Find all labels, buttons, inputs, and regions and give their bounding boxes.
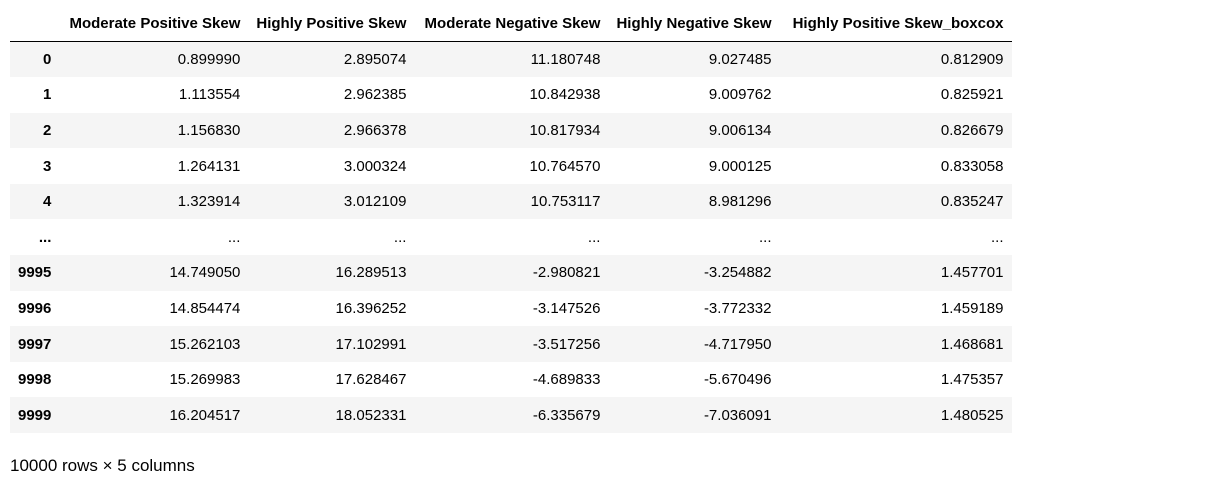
- table-cell: 17.102991: [335, 335, 407, 353]
- column-header-moderate-negative-skew: Moderate Negative Skew: [414, 5, 609, 42]
- table-cell: ...: [587, 228, 601, 246]
- table-row: 1 1.113554 2.962385 10.842938 9.009762 0…: [10, 77, 1012, 113]
- table-cell: 17.628467: [335, 371, 407, 389]
- index-header-cell: [10, 5, 60, 42]
- dataframe-table: Moderate Positive Skew Highly Positive S…: [10, 5, 1012, 434]
- table-cell: 1.475357: [940, 371, 1004, 389]
- table-cell: ...: [990, 228, 1004, 246]
- table-cell: 1.156830: [177, 121, 241, 139]
- table-cell: -2.980821: [532, 264, 601, 282]
- table-cell: 9.000125: [708, 157, 772, 175]
- column-header-highly-positive-skew: Highly Positive Skew: [248, 5, 415, 42]
- dataframe-shape-caption: 10000 rows × 5 columns: [10, 456, 195, 475]
- table-cell: 18.052331: [335, 406, 407, 424]
- row-index: 9996: [18, 299, 52, 317]
- table-cell: 10.817934: [529, 121, 601, 139]
- table-cell: ...: [758, 228, 772, 246]
- row-index: 0: [43, 51, 52, 69]
- table-cell: 0.825921: [940, 86, 1004, 104]
- table-cell: 14.749050: [169, 264, 241, 282]
- row-index: 3: [43, 157, 52, 175]
- table-cell: -4.689833: [532, 371, 601, 389]
- table-cell: 2.966378: [343, 121, 407, 139]
- table-cell: 9.006134: [708, 121, 772, 139]
- table-cell: -4.717950: [703, 335, 772, 353]
- table-cell: -6.335679: [532, 406, 601, 424]
- table-cell: 1.264131: [177, 157, 241, 175]
- table-cell: ...: [393, 228, 407, 246]
- table-cell: 3.012109: [343, 193, 407, 211]
- table-row: 9999 16.204517 18.052331 -6.335679 -7.03…: [10, 397, 1012, 434]
- row-index: 9998: [18, 371, 52, 389]
- table-row: 4 1.323914 3.012109 10.753117 8.981296 0…: [10, 183, 1012, 220]
- table-cell: 16.396252: [335, 299, 407, 317]
- table-cell: 9.009762: [708, 86, 772, 104]
- table-cell: 11.180748: [530, 51, 601, 69]
- table-cell: 10.753117: [530, 193, 601, 211]
- table-cell: -3.517256: [532, 335, 601, 353]
- column-header-highly-negative-skew: Highly Negative Skew: [608, 5, 780, 42]
- table-cell: -5.670496: [703, 371, 772, 389]
- table-cell: 1.459189: [940, 299, 1004, 317]
- table-cell: -7.036091: [703, 406, 772, 424]
- table-cell: 15.262103: [169, 335, 241, 353]
- table-cell: 1.468681: [940, 335, 1004, 353]
- table-cell: 9.027485: [708, 51, 772, 69]
- table-cell: 2.962385: [343, 86, 407, 104]
- table-cell: 0.812909: [940, 51, 1004, 69]
- table-cell: 8.981296: [708, 193, 772, 211]
- table-cell: ...: [227, 228, 241, 246]
- table-cell: 0.833058: [940, 157, 1004, 175]
- table-row: 9998 15.269983 17.628467 -4.689833 -5.67…: [10, 361, 1012, 398]
- table-cell: 0.835247: [940, 193, 1004, 211]
- table-row-ellipsis: ... ... ... ... ... ...: [10, 219, 1012, 256]
- table-cell: -3.147526: [532, 299, 601, 317]
- table-cell: 10.764570: [529, 157, 601, 175]
- table-cell: 0.899990: [177, 51, 241, 69]
- table-cell: 16.289513: [335, 264, 407, 282]
- table-row: 9995 14.749050 16.289513 -2.980821 -3.25…: [10, 255, 1012, 291]
- table-row: 3 1.264131 3.000324 10.764570 9.000125 0…: [10, 148, 1012, 184]
- column-header-moderate-positive-skew: Moderate Positive Skew: [59, 5, 249, 42]
- table-row: 9996 14.854474 16.396252 -3.147526 -3.77…: [10, 290, 1012, 327]
- header-row: Moderate Positive Skew Highly Positive S…: [10, 5, 1012, 42]
- row-index: 2: [43, 121, 52, 139]
- table-cell: 1.323914: [177, 193, 241, 211]
- table-row: 2 1.156830 2.966378 10.817934 9.006134 0…: [10, 112, 1012, 149]
- table-body: 0 0.899990 2.895074 11.180748 9.027485 0…: [10, 41, 1012, 434]
- table-row: 9997 15.262103 17.102991 -3.517256 -4.71…: [10, 326, 1012, 362]
- row-index: 9995: [18, 264, 52, 282]
- table-cell: 15.269983: [169, 371, 241, 389]
- row-index: ...: [38, 228, 52, 246]
- table-header: Moderate Positive Skew Highly Positive S…: [10, 5, 1012, 42]
- table-cell: 3.000324: [343, 157, 407, 175]
- table-cell: 10.842938: [529, 86, 601, 104]
- table-cell: -3.254882: [703, 264, 772, 282]
- row-index: 1: [43, 86, 52, 104]
- table-cell: 1.113554: [178, 86, 241, 104]
- table-cell: 14.854474: [169, 299, 241, 317]
- table-cell: 2.895074: [343, 51, 407, 69]
- table-cell: 1.457701: [940, 264, 1004, 282]
- table-row: 0 0.899990 2.895074 11.180748 9.027485 0…: [10, 41, 1012, 78]
- table-cell: -3.772332: [703, 299, 772, 317]
- table-cell: 16.204517: [169, 406, 241, 424]
- table-cell: 1.480525: [940, 406, 1004, 424]
- row-index: 9999: [18, 406, 52, 424]
- column-header-highly-positive-skew-boxcox: Highly Positive Skew_boxcox: [779, 5, 1012, 42]
- row-index: 4: [43, 193, 52, 211]
- row-index: 9997: [18, 335, 52, 353]
- table-cell: 0.826679: [940, 121, 1004, 139]
